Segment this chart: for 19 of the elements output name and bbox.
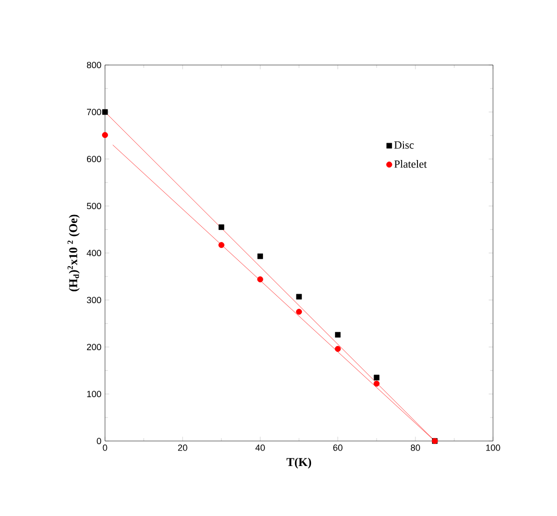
x-axis-title: T(K) [286, 458, 312, 469]
y-axis-title: (H$_{d}$)$^{2}$x10 $^{2}$ (Oe) [68, 214, 80, 292]
y-tick-label: 700 [86, 108, 102, 116]
x-tick-label: 20 [178, 444, 188, 451]
x-tick-label: 60 [333, 444, 342, 451]
y-tick-label: 400 [86, 250, 102, 256]
y-tick-label: 200 [86, 344, 102, 350]
y-tick-label: 800 [86, 62, 102, 68]
y-tick-label: 300 [86, 296, 102, 304]
y-tick-label: 600 [86, 156, 102, 162]
x-tick-label: 40 [255, 444, 265, 451]
y-tick-label: 0 [96, 438, 102, 444]
x-tick-label: 0 [102, 444, 108, 451]
x-tick-label: 100 [486, 444, 500, 451]
y-tick-label: 100 [87, 390, 102, 398]
x-tick-label: 80 [410, 444, 420, 451]
y-tick-label: 500 [86, 202, 102, 210]
legend-label: Disc [394, 141, 414, 149]
legend-label: Platelet [394, 160, 427, 168]
